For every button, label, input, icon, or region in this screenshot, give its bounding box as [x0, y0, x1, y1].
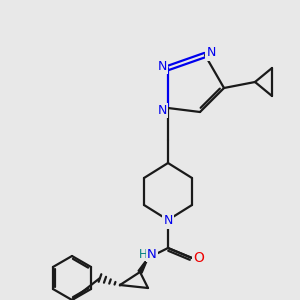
Text: N: N: [206, 46, 216, 59]
Text: N: N: [157, 59, 167, 73]
Text: O: O: [194, 251, 204, 265]
Text: H: H: [139, 248, 147, 260]
Text: N: N: [147, 248, 157, 260]
Text: N: N: [157, 103, 167, 116]
Text: N: N: [163, 214, 173, 227]
Polygon shape: [138, 258, 148, 273]
